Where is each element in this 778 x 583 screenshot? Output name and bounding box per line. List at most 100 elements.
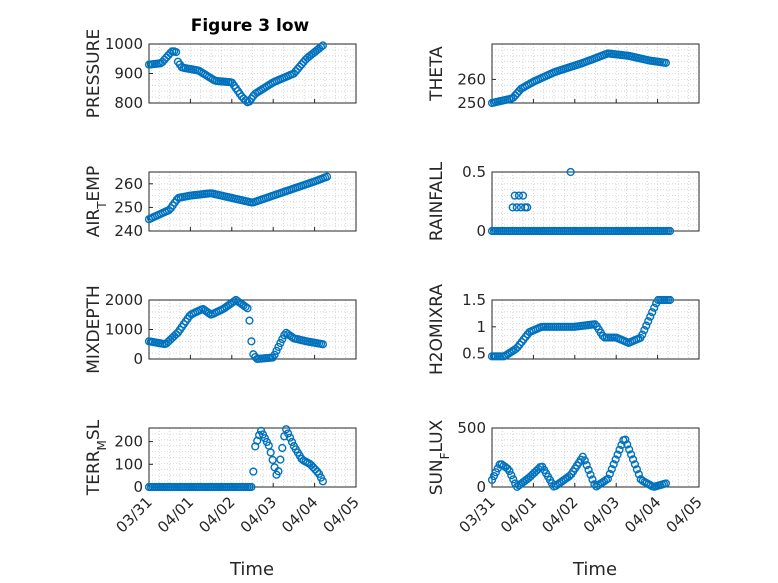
data-point <box>322 172 332 181</box>
xlabel-time: Time <box>229 559 274 580</box>
ylabel-terr-msl: TERRMSL <box>84 419 109 496</box>
data-point <box>588 475 597 484</box>
data-point <box>282 425 291 434</box>
data-point <box>274 342 283 352</box>
data-point <box>204 309 213 318</box>
data-point <box>623 440 632 449</box>
data-point <box>632 465 642 474</box>
data-point <box>505 466 514 476</box>
data-point <box>590 480 599 489</box>
data-point <box>268 455 277 465</box>
data-point <box>284 429 293 438</box>
data-point <box>590 320 599 329</box>
data-point <box>287 437 297 447</box>
data-point <box>625 445 634 454</box>
data-point <box>487 475 497 485</box>
data-point <box>627 450 636 459</box>
data-point <box>278 443 287 453</box>
data-point <box>276 338 285 348</box>
data-point <box>609 460 618 469</box>
data-point <box>508 203 517 212</box>
y-tick-label: 0 <box>476 222 486 240</box>
data-point <box>509 475 518 484</box>
data-point <box>603 474 613 483</box>
data-point <box>249 467 258 476</box>
data-point <box>582 461 591 470</box>
y-tick-label: 250 <box>457 94 486 112</box>
data-point <box>628 455 638 464</box>
ylabel-h2omixra: H2OMIXRA <box>427 284 447 375</box>
data-point <box>312 467 322 476</box>
data-point <box>648 308 657 317</box>
data-point <box>241 302 250 311</box>
data-point <box>523 203 532 212</box>
y-tick-label: 1000 <box>105 35 143 53</box>
axes-rainfall <box>491 171 700 232</box>
y-tick-label: 250 <box>114 198 143 216</box>
data-point <box>318 340 327 349</box>
data-point <box>584 465 593 475</box>
data-point <box>580 456 589 465</box>
data-point <box>518 191 528 200</box>
data-point <box>621 435 630 444</box>
y-tick-label: 500 <box>457 419 486 437</box>
x-tick-label: 04/05 <box>663 493 706 536</box>
ylabel-air-temp: AIRTEMP <box>84 166 109 237</box>
y-tick-label: 800 <box>114 94 143 112</box>
axes-air-temp <box>148 171 357 232</box>
x-tick-label: 04/01 <box>497 493 540 536</box>
x-tick-label: 04/01 <box>154 493 197 536</box>
data-point <box>607 465 616 474</box>
x-tick-label: 04/03 <box>580 493 623 536</box>
data-point <box>611 455 620 464</box>
data-point <box>245 316 254 325</box>
data-point <box>638 330 647 339</box>
data-point <box>650 303 659 312</box>
data-point <box>266 448 275 457</box>
data-point <box>270 350 279 359</box>
y-tick-label: 2000 <box>105 291 143 309</box>
data-point <box>316 42 326 52</box>
y-tick-label: 100 <box>114 455 143 473</box>
x-tick-label: 04/02 <box>195 493 238 536</box>
data-point <box>586 470 595 479</box>
ylabel-theta: THETA <box>427 46 447 102</box>
data-point <box>229 297 239 306</box>
x-tick-label: 04/03 <box>237 493 280 536</box>
y-tick-label: 0.5 <box>462 163 486 181</box>
y-tick-label: 0 <box>133 478 143 496</box>
y-tick-label: 240 <box>114 222 143 240</box>
data-point <box>274 467 283 476</box>
data-point <box>634 470 643 479</box>
data-point <box>243 304 252 313</box>
data-point <box>489 471 499 481</box>
data-point <box>171 47 181 57</box>
x-tick-label: 04/02 <box>538 493 581 536</box>
y-tick-label: 0 <box>133 350 143 368</box>
data-point <box>566 167 575 177</box>
data-point <box>164 206 173 215</box>
ylabel-mixdepth: MIXDEPTH <box>84 285 104 374</box>
data-point <box>318 41 327 50</box>
data-point <box>166 49 175 58</box>
data-point <box>613 450 622 459</box>
data-point <box>272 346 281 355</box>
data-point <box>644 317 653 326</box>
data-point <box>615 445 624 454</box>
y-tick-label: 0.5 <box>462 345 486 363</box>
data-point <box>665 226 675 236</box>
data-point <box>510 191 519 200</box>
data-point <box>661 58 670 67</box>
y-tick-label: 1.5 <box>462 291 486 309</box>
y-tick-label: 260 <box>457 70 486 88</box>
data-point <box>512 203 521 212</box>
data-point <box>270 463 279 472</box>
y-tick-label: 0 <box>476 478 486 496</box>
axes-h2omixra <box>491 299 700 360</box>
data-point <box>642 321 651 330</box>
ylabel-rainfall: RAINFALL <box>427 161 447 241</box>
data-point <box>661 479 670 488</box>
x-tick-label: 04/04 <box>278 493 321 536</box>
y-tick-label: 900 <box>114 65 143 83</box>
